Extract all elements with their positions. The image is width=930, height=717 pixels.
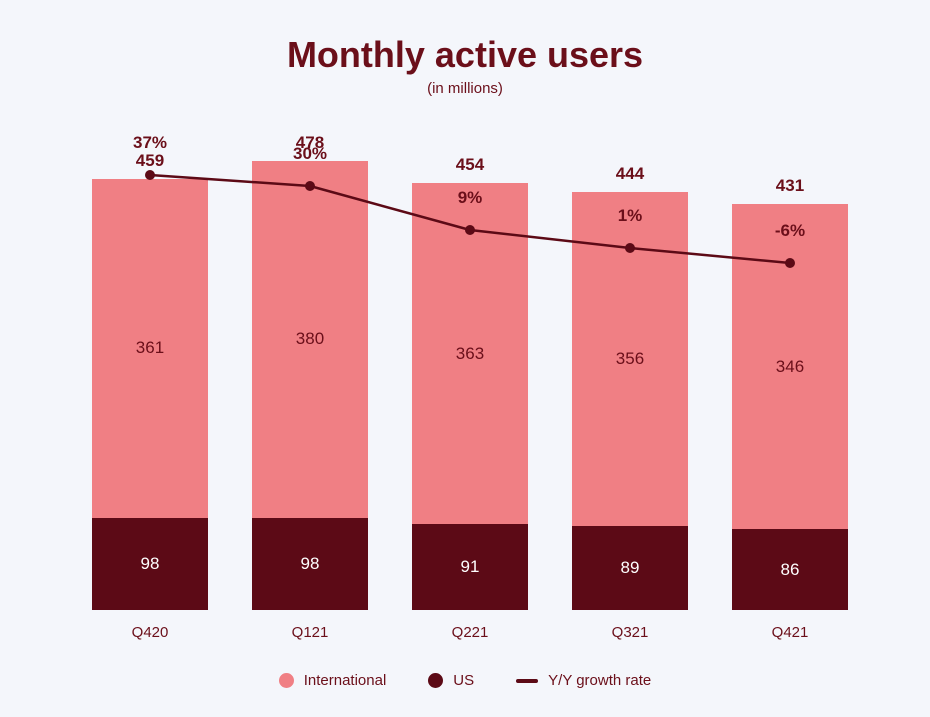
bar-value-us: 98 (301, 554, 320, 574)
growth-label: 9% (458, 188, 483, 208)
bar-segment-international: 361 (92, 179, 207, 518)
x-axis-label: Q421 (772, 624, 809, 641)
bar-segment-international: 356 (572, 192, 687, 527)
legend-swatch (279, 673, 294, 688)
bar-value-international: 361 (136, 338, 164, 358)
legend-item: Y/Y growth rate (516, 672, 651, 689)
plot-area: 9836145998380478913634548935644486346431 (70, 140, 870, 610)
legend-label: International (304, 672, 387, 689)
bar-value-us: 86 (781, 560, 800, 580)
bar-total-label: 454 (412, 155, 527, 175)
bar-segment-us: 98 (252, 518, 367, 610)
growth-dot (305, 181, 315, 191)
bar-value-us: 91 (461, 557, 480, 577)
bar-value-international: 356 (616, 349, 644, 369)
legend: International US Y/Y growth rate (0, 672, 930, 689)
bar-value-us: 98 (141, 554, 160, 574)
x-axis-label: Q221 (452, 624, 489, 641)
growth-dot (145, 170, 155, 180)
bar-value-international: 380 (296, 329, 324, 349)
growth-dot (785, 258, 795, 268)
growth-label: -6% (775, 221, 805, 241)
legend-swatch (428, 673, 443, 688)
legend-swatch (516, 679, 538, 683)
growth-label: 30% (293, 144, 327, 164)
bar-value-us: 89 (621, 558, 640, 578)
bar-group: 98361459 (92, 179, 207, 610)
x-axis-label: Q321 (612, 624, 649, 641)
legend-label: US (453, 672, 474, 689)
bar-total-label: 444 (572, 164, 687, 184)
bar-group: 91363454 (412, 183, 527, 610)
growth-dot (625, 243, 635, 253)
bar-segment-us: 91 (412, 524, 527, 610)
growth-label: 1% (618, 206, 643, 226)
bar-total-label: 459 (92, 151, 207, 171)
x-axis-label: Q420 (132, 624, 169, 641)
bar-segment-us: 89 (572, 526, 687, 610)
bar-segment-us: 86 (732, 529, 847, 610)
chart-subtitle: (in millions) (0, 80, 930, 97)
bar-value-international: 363 (456, 344, 484, 364)
legend-label: Y/Y growth rate (548, 672, 651, 689)
chart-title: Monthly active users (0, 34, 930, 76)
bar-value-international: 346 (776, 357, 804, 377)
bar-total-label: 431 (732, 176, 847, 196)
legend-item: US (428, 672, 474, 689)
legend-item: International (279, 672, 387, 689)
bar-segment-international: 346 (732, 204, 847, 529)
growth-dot (465, 225, 475, 235)
bar-group: 89356444 (572, 192, 687, 610)
x-axis-label: Q121 (292, 624, 329, 641)
chart-canvas: Monthly active users (in millions) 98 361… (0, 0, 930, 717)
growth-label: 37% (133, 133, 167, 153)
bar-segment-us: 98 (92, 518, 207, 610)
bar-segment-international: 380 (252, 161, 367, 518)
bar-group: 98380478 (252, 161, 367, 610)
